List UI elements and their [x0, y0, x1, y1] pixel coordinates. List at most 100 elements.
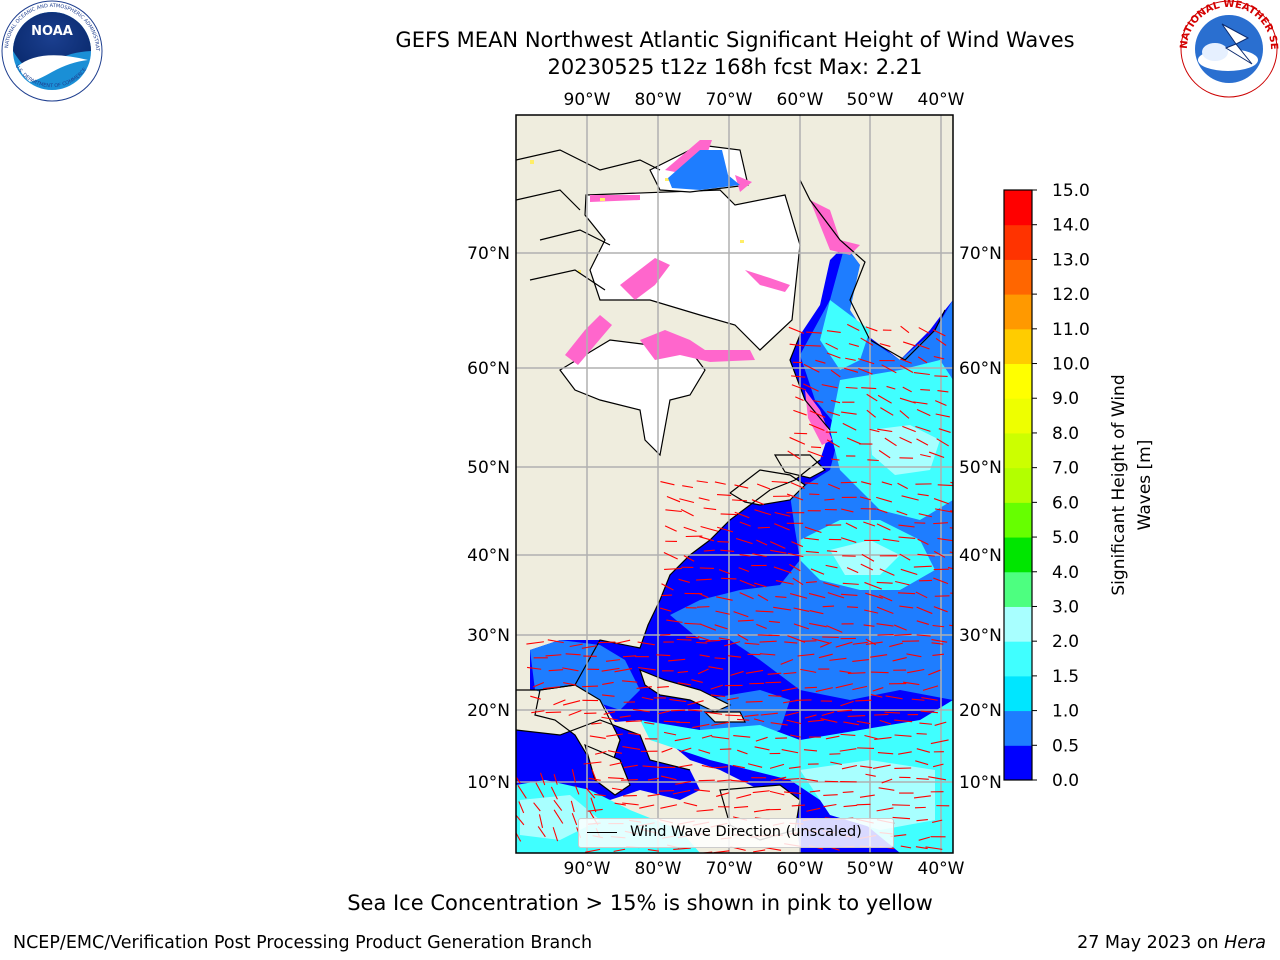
wind-arrow — [902, 386, 912, 393]
wind-arrow — [920, 453, 931, 458]
wind-arrow — [668, 658, 686, 662]
wind-arrow — [872, 687, 884, 692]
wind-arrow — [839, 670, 852, 674]
wind-arrow — [852, 641, 868, 645]
wind-arrow — [660, 804, 678, 809]
wind-arrow — [889, 642, 903, 648]
wind-arrow — [835, 641, 853, 648]
wind-arrow — [661, 583, 674, 591]
wind-arrow — [915, 591, 928, 599]
wind-arrow — [773, 606, 792, 611]
wind-arrow — [902, 341, 916, 347]
wind-arrow — [550, 786, 558, 800]
wind-arrow — [642, 765, 659, 768]
wind-arrow — [789, 343, 805, 347]
colorbar: 0.0 0.5 1.0 1.5 2.0 3.0 4.0 5.0 6.0 7.0 8.0 9.0 10.0… — [1003, 181, 1090, 791]
wind-arrow — [791, 375, 806, 378]
lon-label: 60°W — [777, 859, 824, 879]
wind-arrow — [666, 619, 683, 623]
wind-arrow — [893, 624, 907, 631]
wind-arrow — [724, 641, 741, 647]
wind-arrow — [852, 658, 869, 662]
wind-arrow — [755, 610, 774, 613]
wind-arrow — [822, 605, 835, 608]
wind-arrow — [835, 683, 853, 689]
lon-label: 90°W — [564, 859, 611, 879]
wind-arrow — [715, 610, 730, 615]
wind-arrow — [682, 485, 694, 489]
lat-label: 10°N — [467, 773, 510, 793]
lon-label: 50°W — [847, 859, 894, 879]
wind-arrow — [537, 826, 546, 838]
wind-arrow — [916, 634, 931, 637]
wind-arrow — [553, 699, 566, 706]
wind-arrow — [934, 375, 948, 377]
wind-arrow — [870, 654, 888, 658]
wind-arrow — [767, 672, 782, 675]
lon-label: 50°W — [847, 90, 894, 110]
wind-arrow — [806, 331, 822, 334]
wind-arrow — [785, 711, 799, 717]
wind-arrow — [754, 509, 772, 516]
wind-arrow — [916, 344, 930, 350]
wind-arrow — [876, 807, 894, 812]
colorbar-tick-label: 1.5 — [1052, 667, 1079, 687]
wind-arrow — [703, 549, 715, 552]
wind-arrow — [804, 482, 819, 485]
wind-arrow — [884, 711, 901, 714]
wind-arrow — [900, 568, 918, 575]
wind-arrow — [594, 750, 607, 755]
wind-arrow — [913, 371, 930, 376]
wind-arrow — [938, 428, 951, 433]
wind-arrow — [917, 538, 929, 545]
wind-arrow — [932, 653, 945, 657]
wind-arrow — [527, 666, 542, 670]
wind-arrow — [917, 493, 929, 497]
wind-arrow — [866, 409, 876, 418]
coastlines — [516, 149, 946, 771]
wind-arrow — [698, 497, 710, 501]
wind-arrow — [901, 495, 919, 501]
wind-arrow — [589, 735, 606, 739]
wind-arrow — [899, 410, 910, 419]
wind-arrow — [735, 537, 753, 545]
wind-arrow — [955, 583, 966, 586]
wind-arrow — [896, 510, 908, 516]
wind-arrow — [845, 522, 858, 529]
wind-arrow — [823, 794, 838, 796]
wind-arrow — [737, 718, 750, 721]
wind-arrow — [588, 777, 601, 781]
wind-arrow — [714, 624, 728, 630]
wind-arrow — [603, 711, 616, 715]
wind-arrow — [916, 733, 927, 735]
wind-arrow — [739, 553, 751, 557]
lat-label: 40°N — [959, 546, 1002, 566]
wind-arrow — [538, 814, 544, 828]
wind-arrow — [751, 499, 765, 505]
national-weather-service-logo: NATIONAL WEATHER SERVICE — [0, 0, 1279, 98]
wind-arrow — [565, 653, 581, 656]
wind-arrow — [876, 496, 893, 503]
wind-arrow — [932, 329, 946, 337]
colorbar-segment — [1004, 328, 1032, 365]
chart-title: GEFS MEAN Northwest Atlantic Significant… — [395, 28, 1075, 52]
wind-arrow — [857, 747, 875, 749]
wind-arrow — [745, 700, 763, 703]
wind-arrow — [552, 827, 559, 842]
wind-arrow — [864, 581, 883, 590]
wind-arrow — [717, 493, 732, 497]
wind-arrow — [913, 795, 931, 799]
wind-arrow — [518, 801, 525, 814]
wind-arrow — [615, 639, 631, 645]
wind-arrow — [660, 481, 675, 486]
wind-arrow — [647, 793, 660, 797]
lat-label: 50°N — [467, 458, 510, 478]
wind-arrow — [637, 641, 655, 646]
wind-arrow — [847, 672, 866, 674]
wind-arrow — [865, 641, 883, 645]
wind-arrow — [906, 653, 922, 658]
wind-arrow — [898, 536, 916, 539]
colorbar-tick-label: 4.0 — [1052, 563, 1079, 583]
wind-arrow — [720, 513, 737, 516]
colorbar-segment — [1004, 294, 1032, 330]
